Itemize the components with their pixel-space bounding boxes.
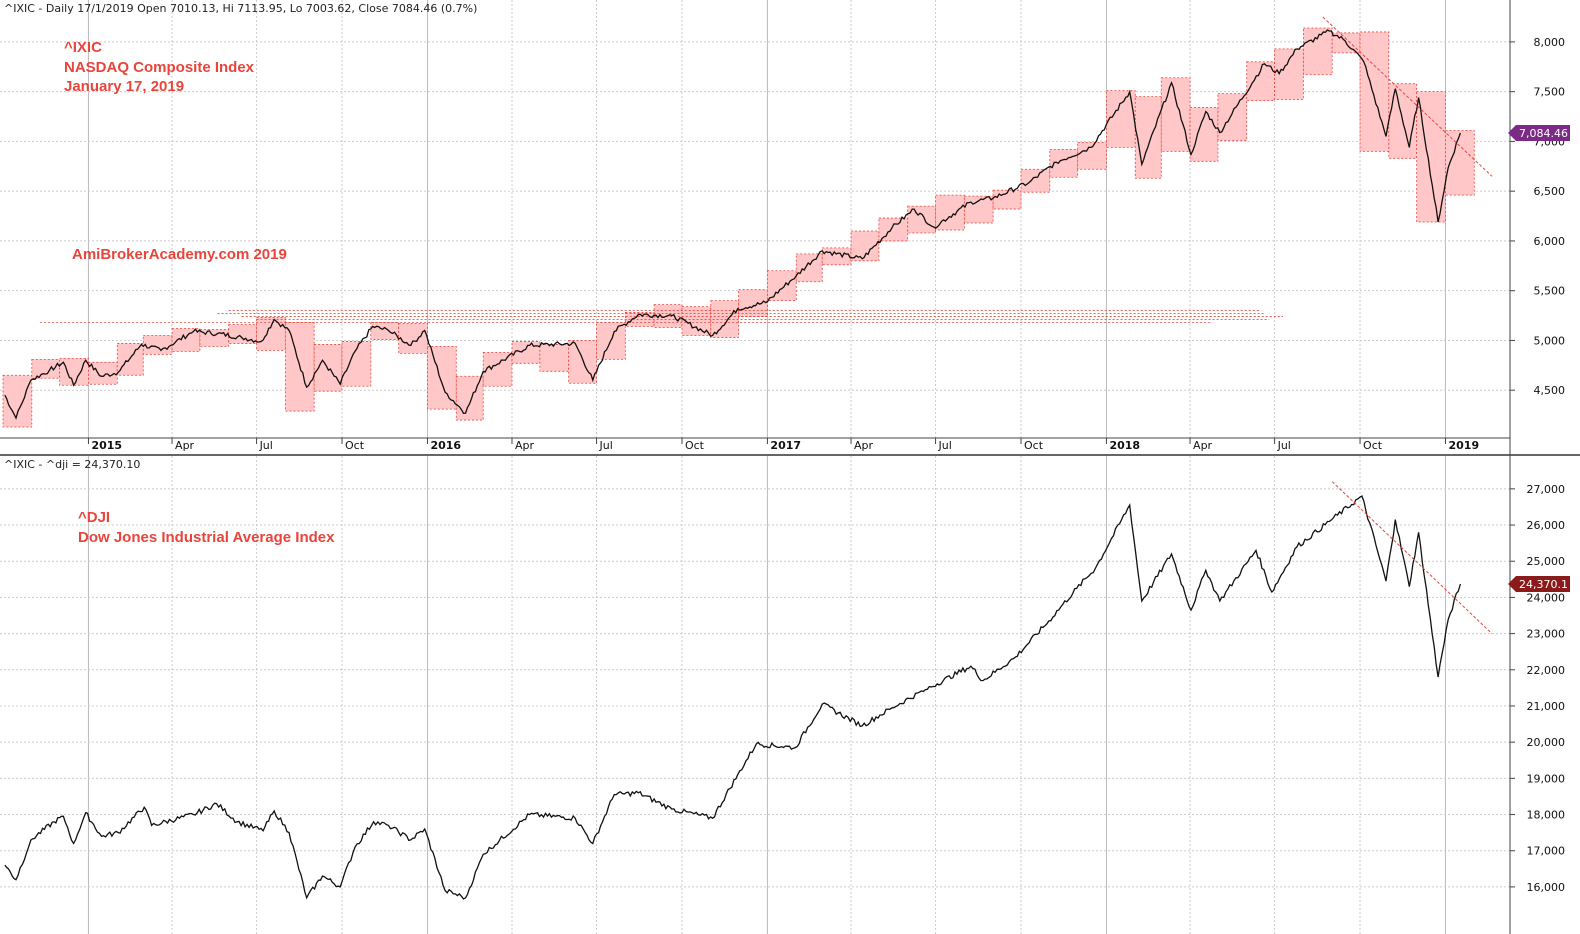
x-tick-label: Jul — [938, 439, 952, 452]
monthly-range-box — [738, 289, 768, 317]
y-tick-label: 16,000 — [1527, 881, 1566, 894]
y-tick-label: 26,000 — [1527, 519, 1566, 532]
nasdaq-resistance-lines — [40, 310, 1283, 323]
y-tick-label: 21,000 — [1527, 700, 1566, 713]
y-tick-label: 24,000 — [1527, 591, 1566, 604]
monthly-range-box — [1134, 96, 1162, 179]
x-tick-label: Apr — [175, 439, 195, 452]
y-tick-label: 5,500 — [1534, 285, 1566, 298]
monthly-range-box — [710, 300, 740, 338]
monthly-range-box — [171, 328, 201, 352]
dji-price-line — [4, 495, 1462, 900]
nasdaq-last-value-tag: 7,084.46 — [1508, 125, 1570, 142]
downtrend-lines — [1322, 16, 1493, 634]
x-tick-label: Oct — [685, 439, 705, 452]
x-axis-labels: 2015 Apr Jul Oct 2016 Apr Jul Oct 2017 Apr Jul Oct 2… — [87, 438, 1479, 452]
x-tick-label: Jul — [1277, 439, 1291, 452]
dji-grid — [0, 456, 1510, 934]
x-tick-label: Oct — [345, 439, 365, 452]
monthly-range-box — [116, 343, 144, 376]
x-tick-label: Apr — [515, 439, 535, 452]
monthly-range-box — [256, 317, 286, 351]
dji-name-label: Dow Jones Industrial Average Index — [78, 529, 335, 546]
x-tick-label: Jul — [259, 439, 273, 452]
x-tick-label: Apr — [854, 439, 874, 452]
dji-header: ^IXIC - ^dji = 24,370.10 — [4, 458, 140, 471]
monthly-range-box — [1160, 77, 1191, 152]
nasdaq-symbol-label: ^IXIC — [64, 39, 102, 56]
monthly-range-box — [1302, 27, 1333, 76]
monthly-range-box — [1106, 90, 1136, 148]
dji-last-value-tag: 24,370.1 — [1508, 576, 1570, 593]
downtrend-line — [1331, 481, 1493, 634]
monthly-range-box — [1217, 93, 1248, 141]
nasdaq-last-value-marker — [1508, 125, 1570, 142]
monthly-range-box — [31, 358, 61, 379]
monthly-range-box — [1246, 61, 1275, 102]
monthly-range-box — [907, 205, 936, 234]
y-tick-label: 4,500 — [1534, 384, 1566, 397]
dji-last-value-marker — [1508, 576, 1570, 593]
x-tick-label: Jul — [599, 439, 613, 452]
x-tick-label: 2017 — [770, 439, 801, 452]
monthly-range-box — [341, 341, 372, 387]
dji-symbol-label: ^DJI — [78, 509, 110, 526]
monthly-range-box — [539, 344, 570, 372]
monthly-range-box — [370, 322, 400, 340]
x-tick-label: Oct — [1024, 439, 1044, 452]
nasdaq-header: ^IXIC - Daily 17/1/2019 Open 7010.13, Hi… — [4, 2, 477, 15]
x-tick-label: 2018 — [1109, 439, 1140, 452]
nasdaq-date-label: January 17, 2019 — [64, 78, 184, 95]
x-tick-label: Apr — [1193, 439, 1213, 452]
x-tick-label: 2016 — [430, 439, 461, 452]
y-tick-label: 6,000 — [1534, 235, 1566, 248]
nasdaq-name-label: NASDAQ Composite Index — [64, 59, 255, 76]
y-tick-label: 18,000 — [1527, 809, 1566, 822]
y-tick-label: 25,000 — [1527, 555, 1566, 568]
monthly-range-box — [142, 335, 173, 355]
monthly-range-box — [767, 270, 797, 302]
y-tick-label: 27,000 — [1527, 483, 1566, 496]
y-tick-label: 8,000 — [1534, 36, 1566, 49]
y-tick-label: 5,000 — [1534, 334, 1566, 347]
y-tick-label: 20,000 — [1527, 736, 1566, 749]
x-tick-label: Oct — [1363, 439, 1383, 452]
y-tick-label: 19,000 — [1527, 772, 1566, 785]
monthly-range-box — [427, 346, 457, 410]
dji-y-axis: 16,000 17,000 18,000 19,000 20,000 21,000 22,0… — [1510, 483, 1565, 894]
monthly-range-box — [199, 329, 230, 347]
y-tick-label: 6,500 — [1534, 185, 1566, 198]
nasdaq-monthly-range-boxes — [2, 27, 1475, 428]
y-tick-label: 7,500 — [1534, 86, 1566, 99]
y-tick-label: 22,000 — [1527, 664, 1566, 677]
x-tick-label: 2015 — [91, 439, 122, 452]
x-tick-label: 2019 — [1448, 439, 1479, 452]
monthly-range-box — [511, 341, 541, 364]
y-tick-label: 23,000 — [1527, 628, 1566, 641]
monthly-range-box — [795, 253, 823, 283]
watermark-label: AmiBrokerAcademy.com 2019 — [72, 246, 287, 263]
monthly-range-box — [1020, 168, 1051, 193]
dji-last-value-text: 24,370.1 — [1519, 578, 1568, 591]
nasdaq-price-line — [4, 29, 1462, 420]
monthly-range-box — [821, 247, 852, 266]
downtrend-line — [1322, 16, 1493, 177]
y-tick-label: 17,000 — [1527, 845, 1566, 858]
nasdaq-last-value-text: 7,084.46 — [1519, 127, 1568, 140]
monthly-range-box — [624, 312, 655, 327]
monthly-range-box — [398, 323, 428, 354]
